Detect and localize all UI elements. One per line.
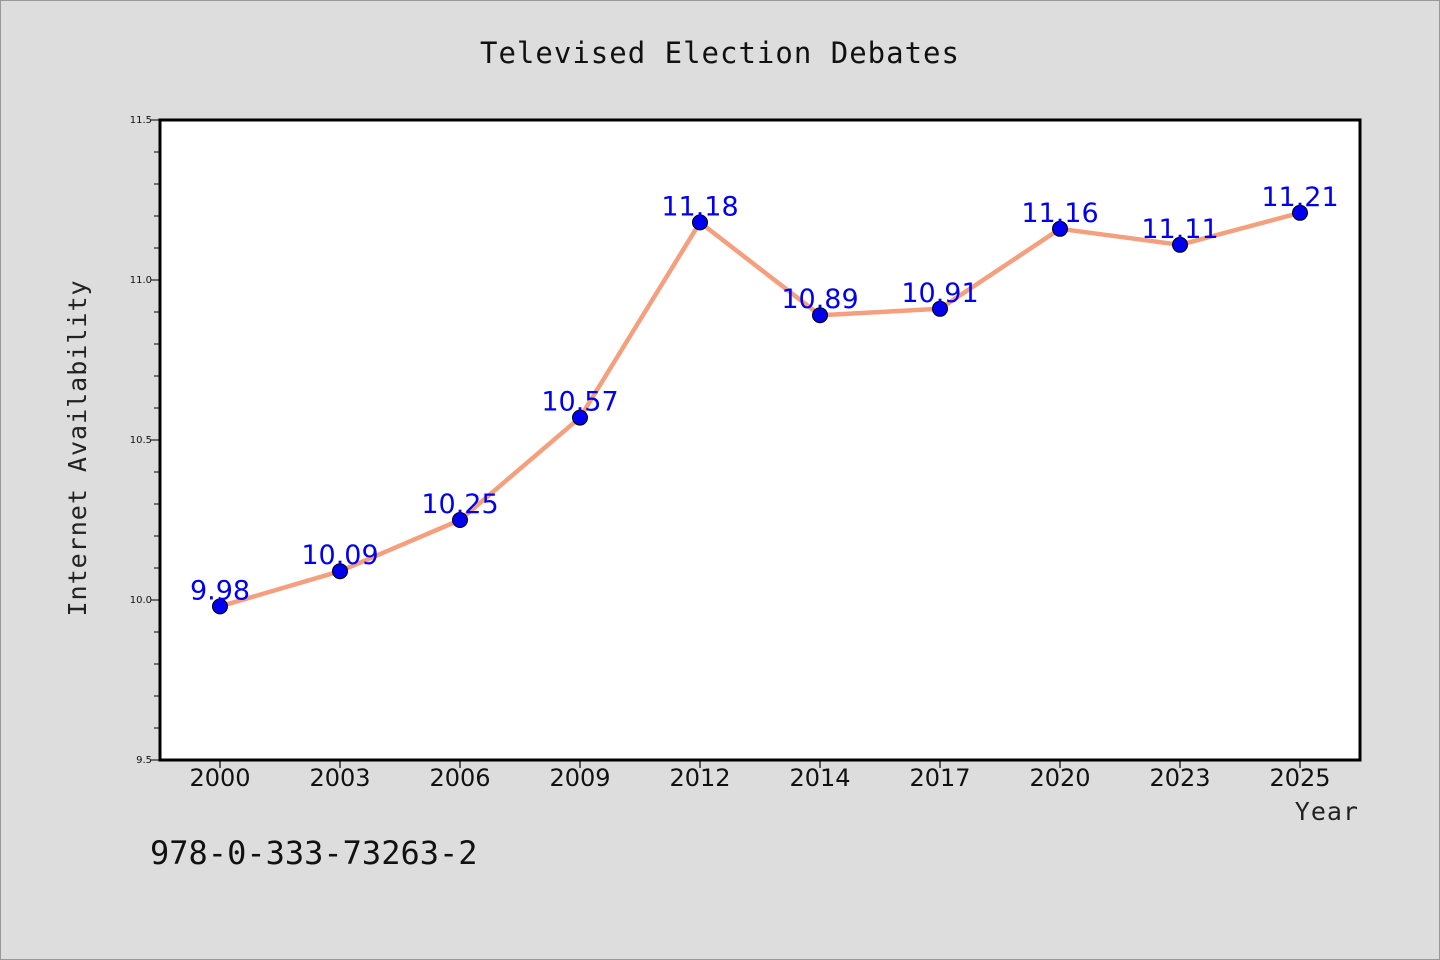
data-label: 10.57 bbox=[541, 387, 618, 418]
data-point bbox=[932, 300, 948, 317]
x-tick-label: 2023 bbox=[1149, 764, 1210, 792]
data-label: 10.91 bbox=[901, 278, 978, 309]
x-tick-label: 2012 bbox=[669, 764, 730, 792]
x-tick-label: 2014 bbox=[789, 764, 850, 792]
x-tick-label: 2009 bbox=[549, 764, 610, 792]
data-label: 11.21 bbox=[1261, 182, 1338, 213]
data-point bbox=[452, 512, 468, 528]
data-point bbox=[332, 563, 348, 580]
data-label: 10.09 bbox=[301, 540, 378, 571]
x-axis: 2000 2003 2006 2009 2012 2014 2017 2020 2023 2025 bbox=[189, 760, 1331, 792]
data-label: 11.18 bbox=[661, 191, 738, 222]
x-tick-label: 2000 bbox=[189, 764, 250, 792]
data-point bbox=[1292, 204, 1308, 221]
y-tick-label: 11.5 bbox=[130, 115, 152, 126]
y-tick-label: 11.0 bbox=[130, 275, 152, 286]
data-label: 11.11 bbox=[1141, 214, 1218, 245]
y-tick-label: 9.5 bbox=[136, 755, 152, 766]
x-tick-label: 2017 bbox=[909, 764, 970, 792]
y-axis-label: Internet Availability bbox=[63, 279, 92, 616]
plot-area bbox=[158, 118, 1362, 762]
data-label: 9.98 bbox=[190, 575, 250, 606]
data-label: 11.16 bbox=[1021, 198, 1098, 229]
data-point bbox=[812, 307, 828, 324]
x-tick-label: 2003 bbox=[309, 764, 370, 792]
chart-title: Televised Election Debates bbox=[480, 36, 960, 70]
y-tick-label: 10.5 bbox=[130, 435, 152, 446]
series-line bbox=[217, 210, 1303, 609]
data-point bbox=[1052, 220, 1068, 237]
x-tick-label: 2006 bbox=[429, 764, 490, 792]
data-point bbox=[1172, 236, 1188, 253]
x-tick-label: 2025 bbox=[1269, 764, 1330, 792]
data-label: 10.25 bbox=[421, 489, 498, 520]
data-point bbox=[692, 214, 708, 231]
data-point bbox=[212, 598, 228, 615]
y-axis: 9.5 10.0 10.5 11.0 11.5 bbox=[130, 115, 160, 766]
y-tick-label: 10.0 bbox=[130, 595, 152, 606]
markers-group bbox=[212, 204, 1308, 615]
data-label: 10.89 bbox=[781, 284, 858, 315]
x-axis-label: Year bbox=[1295, 797, 1359, 826]
data-labels-group: 9.98 10.09 10.25 10.57 11.18 10.89 10.91 11.16 1… bbox=[190, 182, 1339, 607]
data-point bbox=[572, 409, 588, 426]
isbn-text: 978-0-333-73263-2 bbox=[150, 834, 478, 872]
x-tick-label: 2020 bbox=[1029, 764, 1090, 792]
series-line-group bbox=[217, 210, 1303, 609]
